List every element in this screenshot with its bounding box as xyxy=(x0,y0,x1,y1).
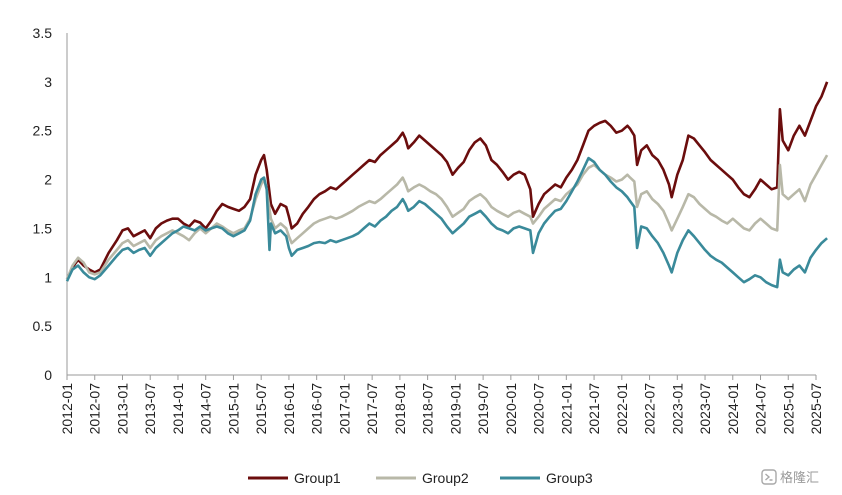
x-tick-label: 2020-01 xyxy=(503,383,519,435)
x-tick-label: 2025-07 xyxy=(808,383,824,435)
x-tick-label: 2017-01 xyxy=(336,383,352,435)
x-tick-label: 2015-07 xyxy=(253,383,269,435)
x-tick-label: 2015-01 xyxy=(225,383,241,435)
legend-label-group3: Group3 xyxy=(546,470,593,486)
y-tick-label: 1 xyxy=(44,269,52,285)
x-tick-label: 2013-01 xyxy=(114,383,130,435)
y-tick-label: 3 xyxy=(44,74,52,90)
y-tick-label: 1.5 xyxy=(33,220,53,236)
x-tick-label: 2013-07 xyxy=(142,383,158,435)
legend-label-group2: Group2 xyxy=(422,470,469,486)
series-line-group1 xyxy=(65,81,829,280)
x-tick-label: 2016-01 xyxy=(281,383,297,435)
x-tick-label: 2024-07 xyxy=(753,383,769,435)
x-tick-label: 2012-01 xyxy=(59,383,75,435)
y-tick-label: 0 xyxy=(44,367,52,383)
x-tick-label: 2021-07 xyxy=(586,383,602,435)
legend: Group1 Group2 Group3 xyxy=(248,470,593,486)
x-tick-label: 2020-07 xyxy=(531,383,547,435)
watermark-logo-icon xyxy=(761,469,777,485)
series-line-group3 xyxy=(65,156,828,289)
y-tick-label: 2 xyxy=(44,172,52,188)
x-tick-label: 2012-07 xyxy=(87,383,103,435)
series-line-group2 xyxy=(65,154,829,280)
x-tick-label: 2014-01 xyxy=(170,383,186,435)
axes xyxy=(66,33,816,376)
y-tick-label: 0.5 xyxy=(33,318,53,334)
x-tick-label: 2021-01 xyxy=(558,383,574,435)
y-axis-ticks: 0 0.5 1 1.5 2 2.5 3 3.5 xyxy=(33,25,53,383)
legend-label-group1: Group1 xyxy=(294,470,341,486)
x-tick-label: 2018-07 xyxy=(420,383,436,435)
x-tick-label: 2019-07 xyxy=(475,383,491,435)
x-tick-label: 2014-07 xyxy=(198,383,214,435)
x-tick-label: 2022-07 xyxy=(642,383,658,435)
watermark-text: 格隆汇 xyxy=(780,470,819,486)
x-tick-label: 2018-01 xyxy=(392,383,408,435)
watermark-logo-mark xyxy=(765,473,773,481)
x-tick-label: 2024-01 xyxy=(725,383,741,435)
x-tick-label: 2017-07 xyxy=(364,383,380,435)
x-tick-label: 2016-07 xyxy=(309,383,325,435)
x-tick-label: 2022-01 xyxy=(614,383,630,435)
x-tick-label: 2023-01 xyxy=(669,383,685,435)
y-tick-label: 2.5 xyxy=(33,123,53,139)
x-tick-label: 2023-07 xyxy=(697,383,713,435)
series-layer xyxy=(65,81,829,289)
x-tick-label: 2025-01 xyxy=(780,383,796,435)
y-tick-label: 3.5 xyxy=(33,25,53,41)
watermark: 格隆汇 xyxy=(761,469,819,486)
x-tick-label: 2019-01 xyxy=(447,383,463,435)
x-axis-ticks: 2012-01 2012-07 2013-01 2013-07 2014-01 2014-… xyxy=(59,375,824,434)
